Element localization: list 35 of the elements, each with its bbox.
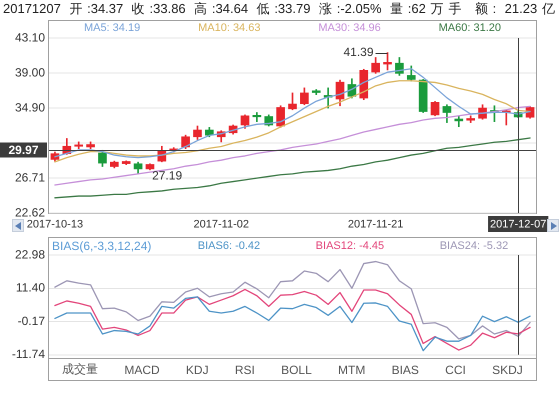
- y-tick-label: 26.71: [14, 170, 46, 184]
- x-tick-label: 2017-11-02: [194, 218, 249, 231]
- text: BIAS6: -0.42: [198, 240, 260, 253]
- text: BIAS12: -4.45: [316, 240, 384, 253]
- text: BIAS: [392, 362, 419, 376]
- text: SKDJ: [492, 362, 523, 376]
- text: MTM: [338, 362, 366, 376]
- x-tick-label: 2017-10-13: [26, 218, 84, 231]
- y-tick-label: 11.40: [16, 280, 46, 295]
- y-tick-label: 22.62: [14, 205, 46, 220]
- text: 成交量: [62, 361, 98, 378]
- chart-title: 20171207 开:34.37 收:33.86 高:34.64 低:33.79 涨:-2.05% 量:62万手 额: 21.23亿: [3, 1, 555, 16]
- y-tick-label: 22.98: [14, 247, 46, 262]
- text: BIAS24: -5.32: [440, 240, 508, 253]
- text: RSI: [234, 362, 255, 376]
- y-tick-label: 39.00: [14, 65, 46, 80]
- candlestick: [86, 142, 95, 149]
- x-tick-label: 2017-11-21: [348, 218, 404, 231]
- annotation: 41.39: [343, 44, 374, 59]
- text: MA60: 31.20: [438, 22, 501, 35]
- text: MA5: 34.19: [84, 22, 140, 35]
- text: MA30: 34.96: [318, 22, 381, 35]
- ref-line-label: 29.97: [8, 142, 39, 157]
- y-tick-label: -11.74: [12, 347, 46, 362]
- text: CCI: [445, 362, 466, 376]
- annotation: 27.19: [152, 168, 182, 182]
- chart-title: BIAS(6,-3,3,12,24): [52, 239, 152, 253]
- text: MA10: 34.63: [198, 22, 260, 35]
- text: KDJ: [186, 362, 209, 376]
- text: MACD: [124, 362, 160, 376]
- y-tick-label: -0.17: [18, 314, 46, 328]
- x-tick-label: 2017-12-07: [490, 218, 546, 231]
- y-tick-label: 43.10: [14, 30, 46, 44]
- text: BOLL: [281, 362, 312, 376]
- y-tick-label: 34.90: [14, 100, 46, 114]
